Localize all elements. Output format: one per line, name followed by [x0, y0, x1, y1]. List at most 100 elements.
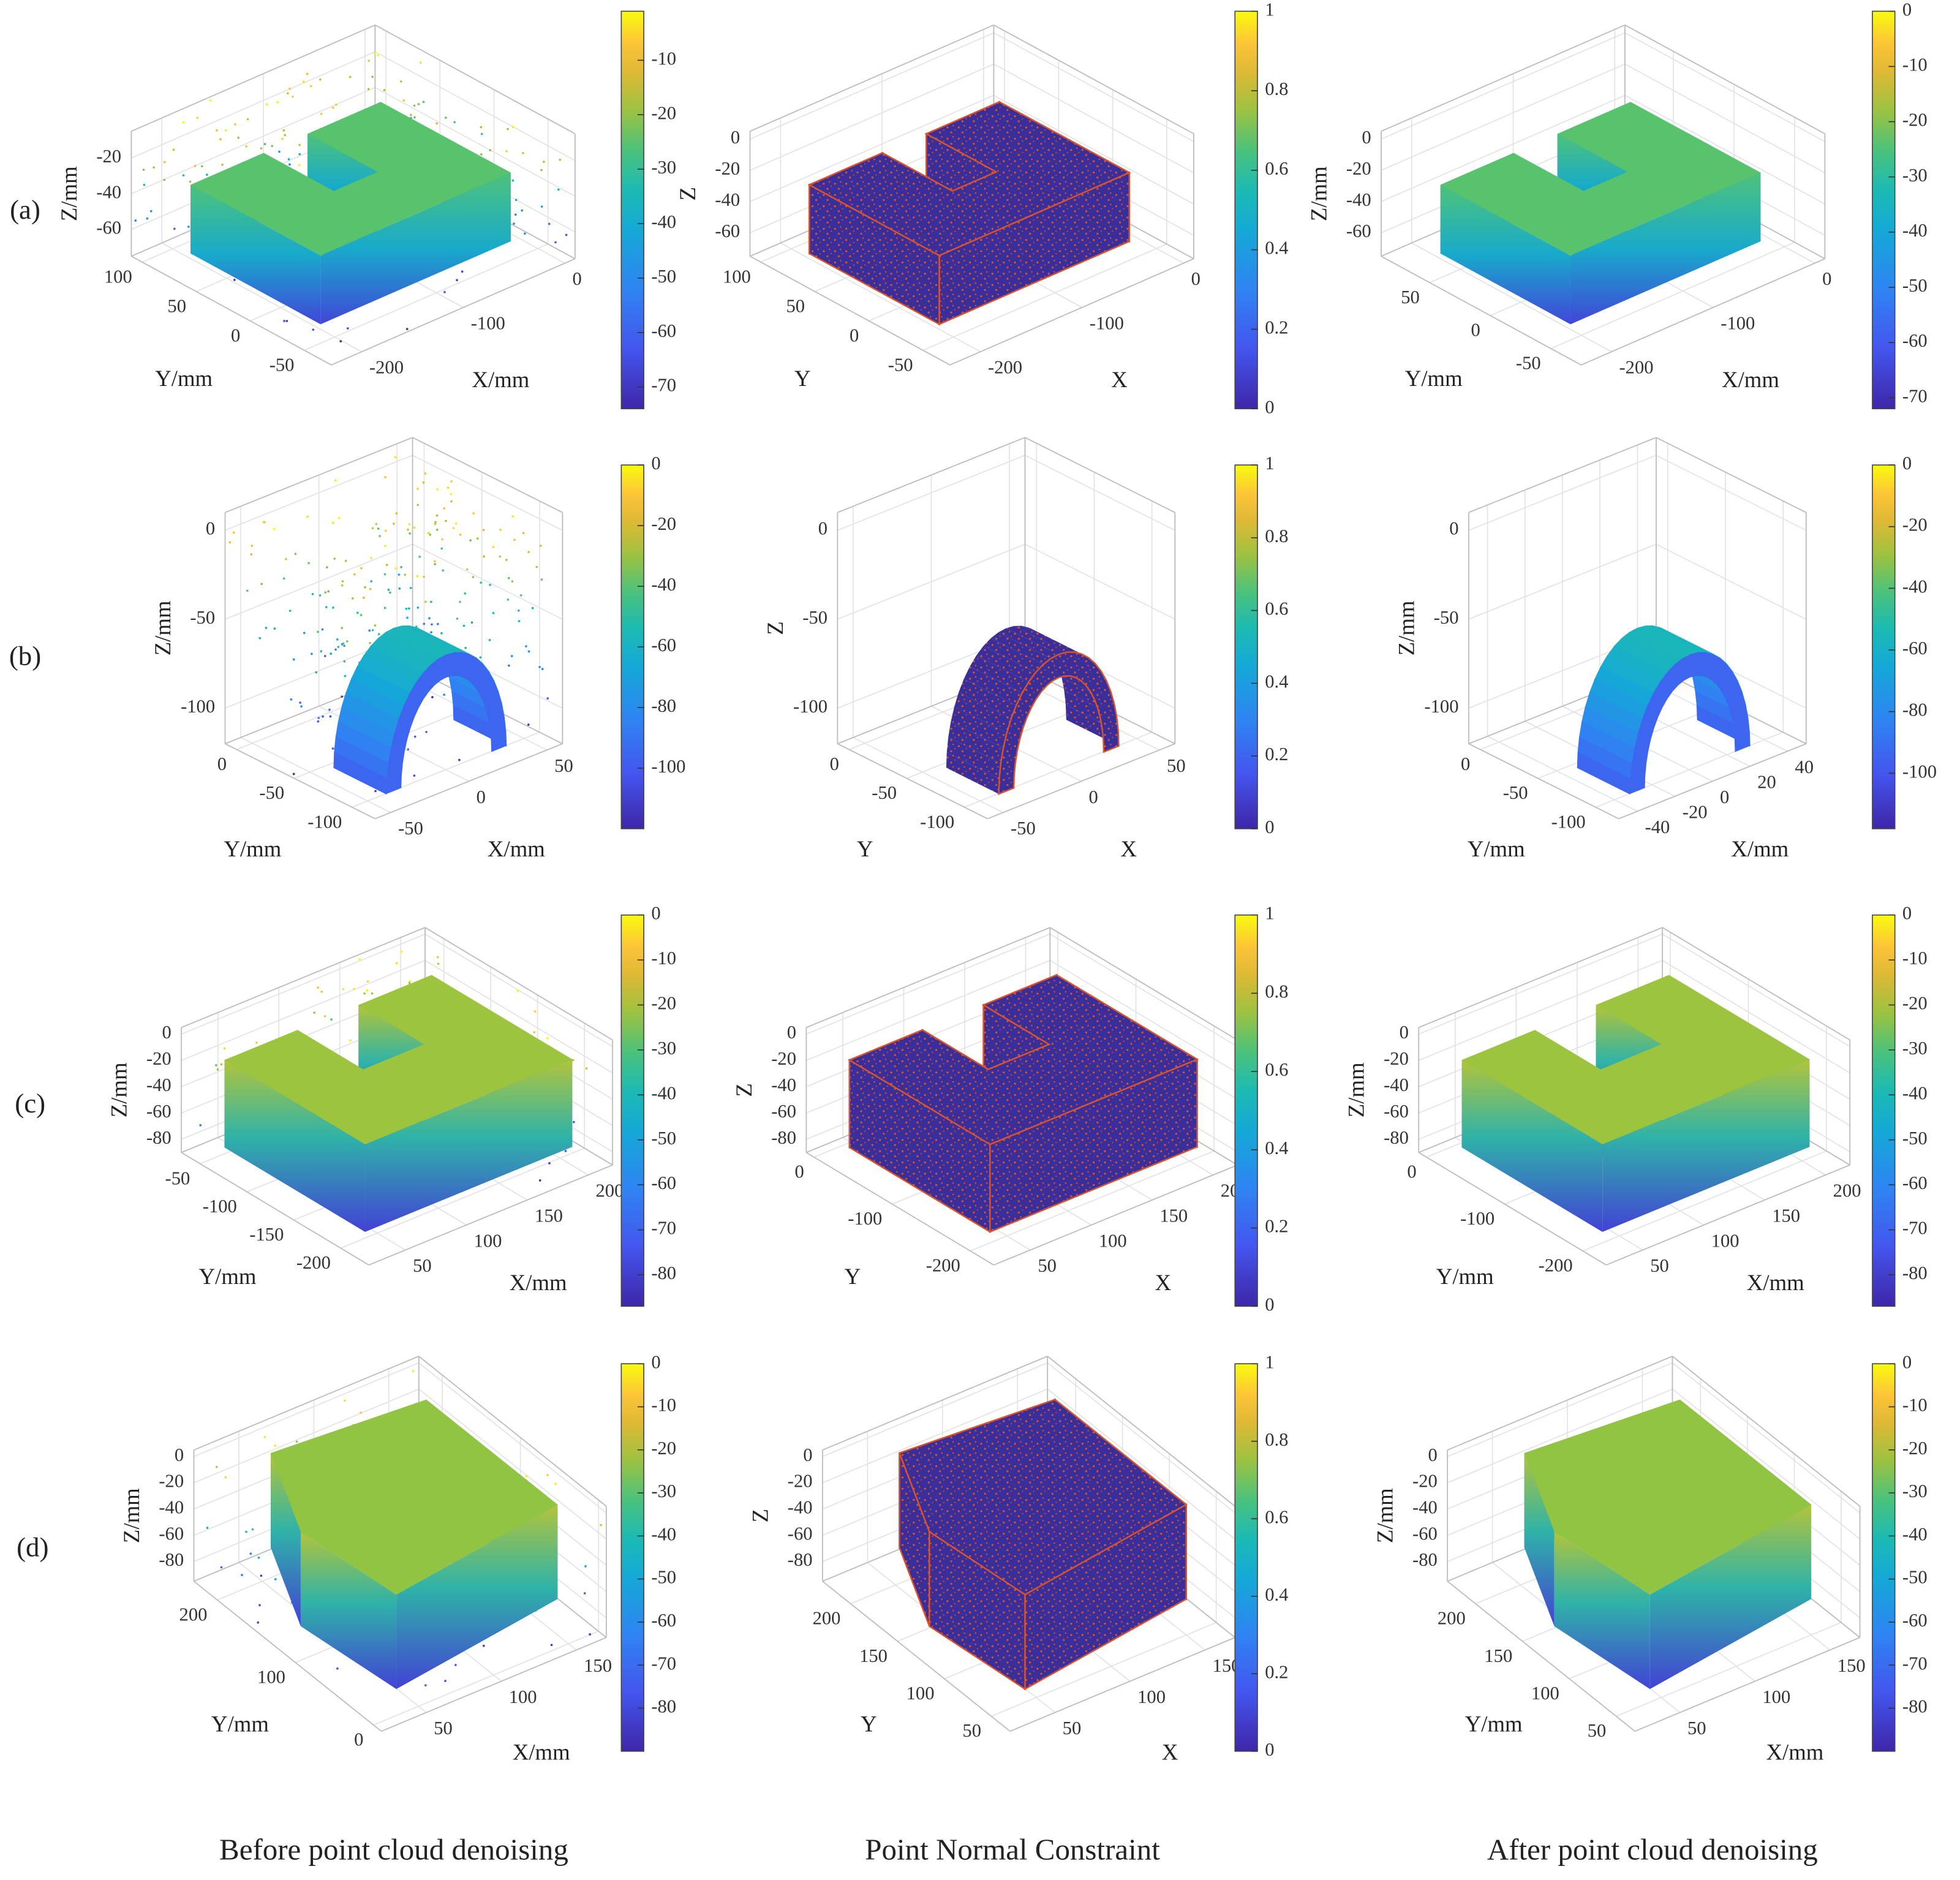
y-tick-label: -50: [270, 354, 295, 375]
noise-point: [342, 987, 345, 991]
noise-point: [583, 1592, 586, 1595]
noise-point: [328, 708, 331, 711]
z-tick-label: -80: [788, 1549, 813, 1570]
colorbar-tick-label: -10: [651, 948, 676, 968]
noise-point: [223, 1047, 226, 1050]
noise-point: [531, 606, 534, 610]
noise-point: [309, 85, 312, 88]
y-tick-label: 100: [723, 266, 751, 287]
noise-point: [187, 225, 190, 228]
noise-point: [251, 545, 254, 547]
noise-point: [511, 515, 514, 518]
noise-point: [302, 80, 305, 83]
z-tick-label: -20: [146, 1048, 172, 1069]
grid-line: [1025, 455, 1175, 531]
noise-point: [404, 573, 407, 576]
noise-point: [383, 89, 386, 91]
noise-point: [518, 620, 521, 622]
noise-point: [318, 594, 322, 597]
z-tick-label: -60: [1384, 1101, 1409, 1122]
noise-point: [548, 1162, 551, 1165]
noise-point: [216, 129, 218, 132]
noise-point: [341, 584, 344, 587]
noise-point: [405, 328, 409, 330]
grid-line: [1468, 543, 1657, 620]
noise-point: [424, 1684, 427, 1686]
noise-point: [434, 560, 436, 563]
z-tick-label: -40: [146, 1074, 172, 1095]
noise-point: [405, 608, 408, 610]
grid-line: [991, 1621, 1216, 1717]
noise-point: [436, 956, 439, 959]
noise-point: [334, 479, 337, 482]
noise-point: [469, 539, 472, 542]
colorbar-tick-label: -40: [651, 1082, 676, 1103]
grid-line: [922, 243, 1167, 351]
noise-point: [349, 1039, 352, 1042]
y-tick-label: -50: [259, 782, 284, 803]
grid-line: [1672, 1388, 1861, 1540]
object-surface: [998, 628, 1059, 659]
box-edge: [1418, 927, 1663, 1029]
object-surface: [954, 692, 1011, 733]
colorbar-tick-label: 0: [1902, 0, 1912, 20]
y-tick-label: 0: [354, 1729, 363, 1750]
colorbar-tick-label: -50: [1902, 1567, 1928, 1588]
box-edge: [750, 24, 994, 132]
object-face: [386, 652, 507, 795]
noise-point: [320, 991, 323, 993]
colorbar-tick-label: 0: [1902, 1351, 1912, 1372]
noise-point: [228, 541, 232, 544]
noise-point: [454, 1664, 457, 1666]
y-tick-label: 100: [1531, 1683, 1559, 1704]
noise-point: [406, 616, 409, 619]
noise-point: [507, 598, 510, 601]
noise-point: [258, 636, 262, 640]
noise-point: [333, 557, 336, 560]
noise-point: [241, 1574, 243, 1576]
x-tick-label: 50: [1167, 755, 1186, 776]
column-caption: Point Normal Constraint: [865, 1832, 1160, 1866]
noise-point: [395, 512, 398, 515]
noise-point: [163, 178, 166, 181]
object-top: [1440, 102, 1761, 256]
z-axis-label: Z: [731, 1083, 756, 1097]
noise-point: [379, 535, 381, 537]
y-tick-label: -50: [1503, 782, 1528, 803]
object-surface: [990, 632, 1051, 665]
object-surface: [333, 752, 388, 795]
noise-point: [517, 609, 520, 612]
z-tick-label: -50: [190, 607, 215, 628]
noise-point: [540, 205, 543, 208]
noise-point: [510, 655, 513, 657]
noise-point: [337, 516, 341, 519]
noise-point: [317, 720, 320, 723]
noise-point: [522, 152, 524, 154]
object-side: [1649, 1504, 1811, 1689]
y-tick-label: 150: [859, 1645, 888, 1666]
box-edge: [1624, 25, 1825, 135]
box-edge: [1468, 437, 1657, 513]
colorbar-tick-label: -20: [651, 102, 676, 123]
colorbar-tick-label: 0.6: [1265, 1059, 1288, 1080]
grid-line: [1595, 731, 1784, 808]
grid-line: [750, 94, 994, 202]
z-axis-label: Z/mm: [107, 1062, 132, 1117]
colorbar-tick-label: -100: [1902, 761, 1937, 782]
grid-line: [993, 63, 1194, 173]
box-edge: [806, 927, 1050, 1029]
y-tick-label: 100: [257, 1666, 285, 1687]
noise-point: [447, 486, 450, 489]
noise-point: [300, 705, 303, 708]
box-edge: [1025, 437, 1175, 513]
colorbar-tick-label: -70: [1902, 385, 1928, 406]
y-tick-label: 0: [1461, 753, 1470, 774]
x-tick-label: 100: [1711, 1230, 1740, 1251]
box-edge: [1009, 1637, 1235, 1732]
noise-point: [584, 1565, 587, 1568]
colorbar-tick-label: -10: [651, 1395, 676, 1416]
noise-point: [383, 606, 386, 610]
noise-point: [383, 545, 386, 548]
noise-point: [344, 559, 347, 562]
box-edge: [424, 927, 613, 1041]
